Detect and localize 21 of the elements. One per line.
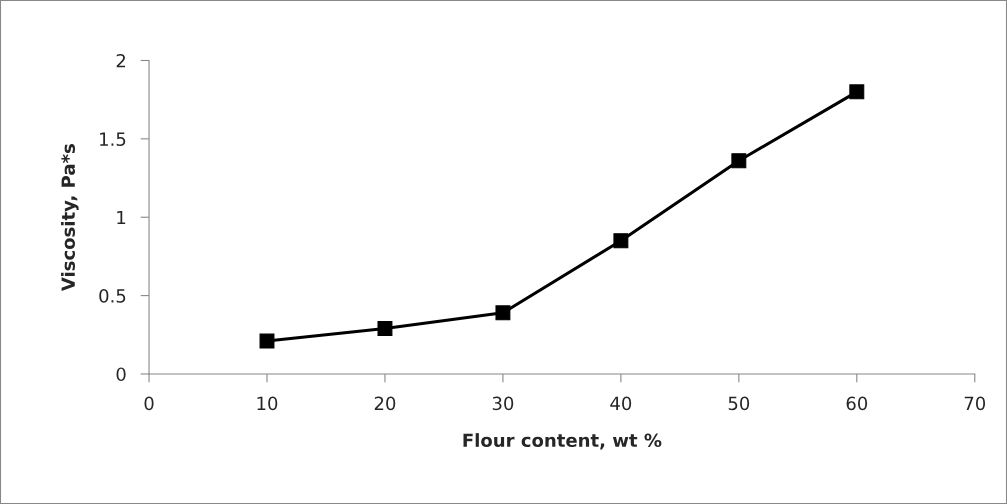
point [259, 333, 275, 349]
x-tick-label: 50 [728, 396, 750, 411]
y-tick-label: 2 [116, 53, 126, 68]
point [377, 321, 393, 336]
x-tick-label: 20 [374, 396, 396, 411]
y-tick-label: 1.5 [100, 132, 126, 146]
y-tick-label: 1 [117, 210, 126, 225]
y-axis-title: Viscosity, Pa*s [61, 144, 79, 292]
x-tick-label: 60 [846, 396, 868, 411]
x-axis-title: Flour content, wt % [463, 433, 662, 450]
y-tick-label: 0.5 [99, 289, 126, 303]
x-tick-label: 70 [964, 396, 986, 411]
x-tick-label: 30 [492, 396, 514, 411]
point [613, 233, 629, 249]
point [731, 153, 747, 169]
x-tick-label: 10 [257, 396, 278, 411]
point [495, 305, 511, 321]
x-tick-label: 40 [610, 396, 632, 411]
x-tick-label: 0 [144, 396, 154, 411]
y-tick-label: 0 [116, 367, 126, 382]
point [849, 84, 865, 100]
